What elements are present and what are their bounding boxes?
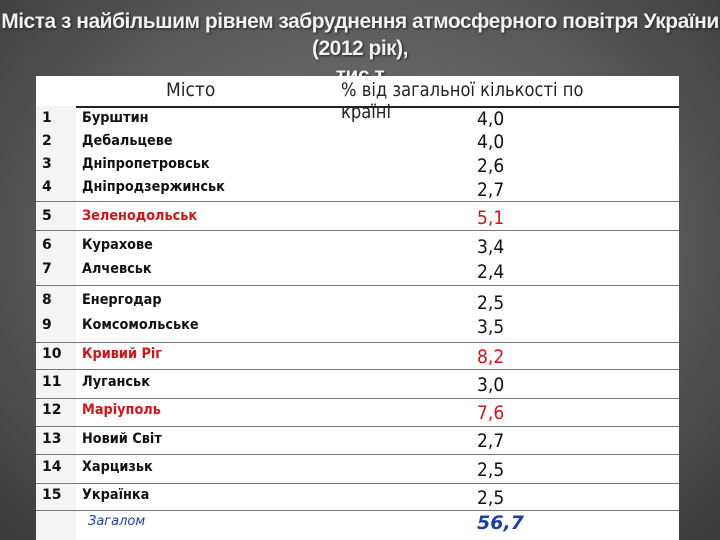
row-value-highlight: 8,2: [477, 346, 505, 368]
row-number: 11: [42, 374, 62, 390]
header-city: Місто: [166, 79, 216, 101]
row-city: Дніпродзержинськ: [82, 179, 225, 195]
row-number: 2: [42, 133, 52, 149]
row-number: 15: [42, 487, 62, 503]
row-value: 2,6: [477, 155, 505, 177]
row-number: 4: [42, 179, 52, 195]
row-city: Бурштин: [82, 110, 149, 126]
row-divider: [36, 369, 679, 370]
number-column: [36, 106, 76, 540]
row-value: 3,4: [477, 236, 505, 258]
row-number: 9: [42, 317, 52, 333]
row-city: Енергодар: [82, 292, 162, 308]
row-number: 12: [42, 402, 62, 418]
row-number: 7: [42, 261, 52, 277]
row-city: Луганськ: [82, 374, 150, 390]
row-city-highlight: Зеленодольськ: [82, 208, 198, 224]
row-value: 2,5: [477, 487, 505, 509]
row-value: 4,0: [477, 131, 505, 153]
row-city: Новий Світ: [82, 431, 162, 447]
row-city-highlight: Кривий Ріг: [82, 346, 163, 362]
row-number: 3: [42, 156, 52, 172]
row-city: Комсомольське: [82, 317, 199, 333]
row-value: 3,5: [477, 316, 505, 338]
row-divider: [36, 483, 679, 484]
row-divider: [36, 510, 679, 511]
row-value: 2,7: [477, 179, 505, 201]
row-divider: [36, 201, 679, 202]
row-number: 5: [42, 208, 52, 224]
row-city: Харцизьк: [82, 459, 153, 475]
row-divider: [36, 230, 679, 231]
row-city-highlight: Маріуполь: [82, 402, 161, 418]
row-value-highlight: 5,1: [477, 207, 505, 229]
row-city: Алчевськ: [82, 261, 152, 277]
title-line-1: Міста з найбільшим рівнем забруднення ат…: [1, 10, 719, 60]
row-value: 4,0: [477, 108, 505, 130]
row-divider: [36, 398, 679, 399]
row-value: 2,5: [477, 459, 505, 481]
table-header: Місто % від загальної кількості по країн…: [36, 76, 679, 123]
row-divider: [36, 342, 679, 343]
header-percent: % від загальної кількості по країні: [341, 79, 584, 123]
row-city: Курахове: [82, 237, 153, 253]
row-number: 1: [42, 110, 52, 126]
row-value-highlight: 7,6: [477, 402, 505, 424]
row-divider: [36, 426, 679, 427]
row-number: 13: [42, 431, 62, 447]
total-label: Загалом: [88, 514, 146, 529]
row-number: 8: [42, 292, 52, 308]
pollution-table: Місто % від загальної кількості по країн…: [36, 76, 679, 540]
row-number: 6: [42, 237, 52, 253]
row-divider: [36, 285, 679, 286]
row-value: 2,7: [477, 430, 505, 452]
row-value: 2,5: [477, 292, 505, 314]
row-number: 10: [42, 346, 62, 362]
row-city: Дніпропетровськ: [82, 156, 210, 172]
row-divider: [36, 454, 679, 455]
row-number: 14: [42, 459, 62, 475]
row-value: 3,0: [477, 374, 505, 396]
row-value: 2,4: [477, 261, 505, 283]
row-city: Українка: [82, 487, 150, 503]
row-city: Дебальцеве: [82, 133, 173, 149]
total-value: 56,7: [477, 512, 524, 534]
